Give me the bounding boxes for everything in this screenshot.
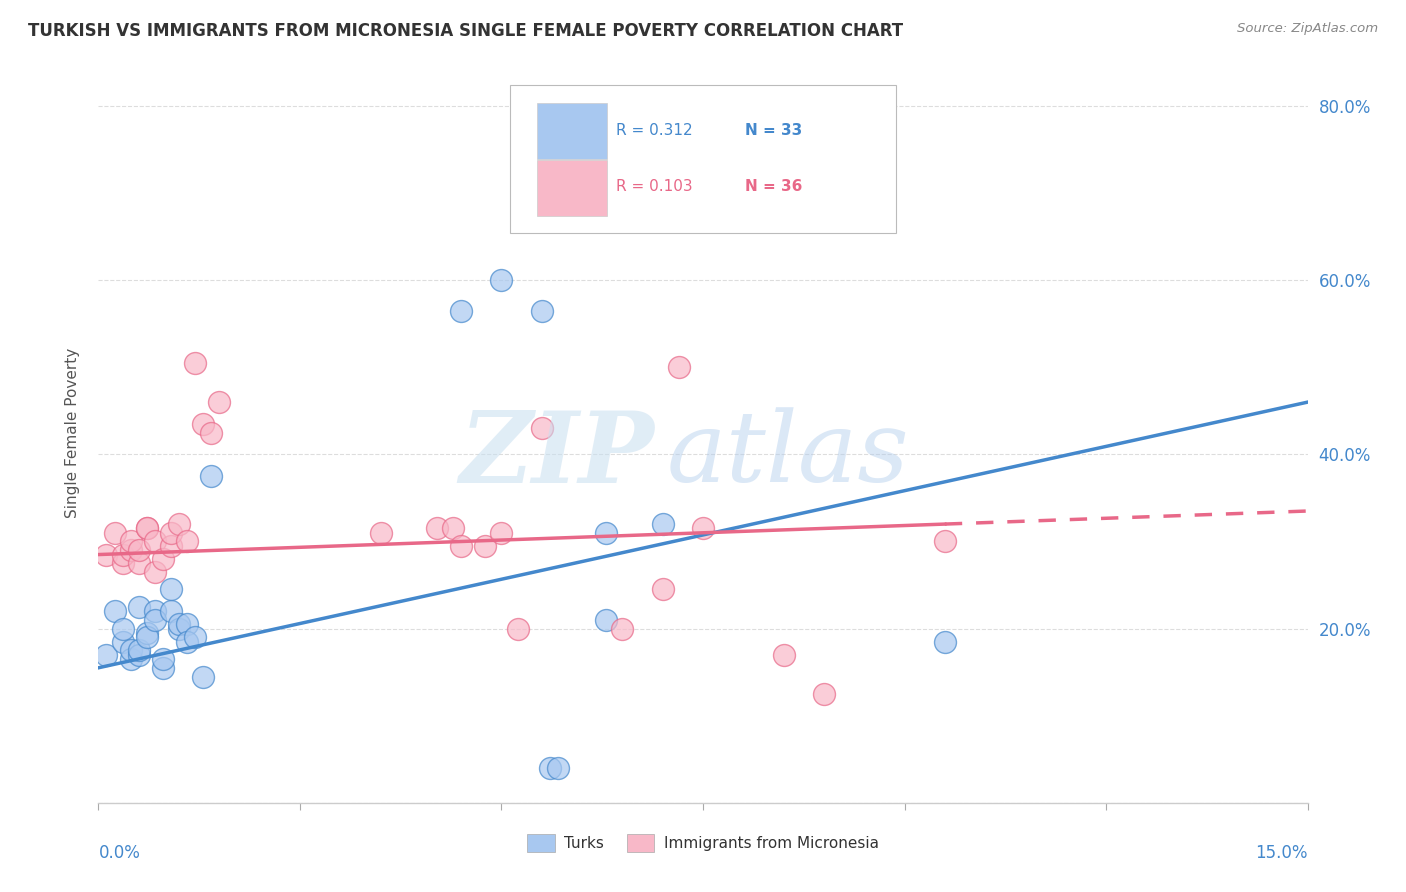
Point [651,517,673,532]
Point [128,556,150,570]
Point [120,543,142,558]
Point [547,761,569,775]
Point [530,421,553,435]
Point [120,652,142,666]
Text: atlas: atlas [666,407,910,502]
Text: TURKISH VS IMMIGRANTS FROM MICRONESIA SINGLE FEMALE POVERTY CORRELATION CHART: TURKISH VS IMMIGRANTS FROM MICRONESIA SI… [28,22,903,40]
Point [167,622,190,636]
Point [200,469,222,483]
Point [370,525,392,540]
Point [692,521,714,535]
Point [160,525,183,540]
Point [595,525,617,540]
Text: 15.0%: 15.0% [1256,844,1308,862]
Point [135,521,157,535]
Point [193,417,215,431]
Point [176,617,198,632]
Point [934,534,956,549]
Y-axis label: Single Female Poverty: Single Female Poverty [65,348,80,517]
Point [167,517,190,532]
Text: ZIP: ZIP [460,407,655,503]
Point [111,548,134,562]
Point [167,617,190,632]
Point [595,613,617,627]
Point [143,565,166,579]
Point [111,622,134,636]
Point [934,634,956,648]
Point [143,534,166,549]
Point [491,273,513,287]
FancyBboxPatch shape [537,103,607,159]
Point [128,648,150,662]
Point [772,648,794,662]
Point [530,303,553,318]
Text: R = 0.103: R = 0.103 [616,179,693,194]
Point [111,634,134,648]
Legend: Turks, Immigrants from Micronesia: Turks, Immigrants from Micronesia [522,829,884,858]
Point [103,604,125,618]
Point [135,626,157,640]
Point [120,643,142,657]
Point [160,604,183,618]
Point [143,613,166,627]
Point [96,648,118,662]
Point [152,661,174,675]
Point [184,356,207,370]
Point [426,521,449,535]
Point [128,599,150,614]
Point [208,395,231,409]
Point [668,360,690,375]
Point [152,552,174,566]
Text: N = 33: N = 33 [745,123,803,138]
Point [538,761,561,775]
Point [193,669,215,683]
FancyBboxPatch shape [509,85,897,233]
Point [491,525,513,540]
Point [135,630,157,644]
Text: R = 0.312: R = 0.312 [616,123,693,138]
Point [184,630,207,644]
Point [200,425,222,440]
Point [474,539,496,553]
Point [143,604,166,618]
Point [128,643,150,657]
Point [176,534,198,549]
Point [103,525,125,540]
Point [612,622,634,636]
Point [160,539,183,553]
FancyBboxPatch shape [537,161,607,216]
Text: Source: ZipAtlas.com: Source: ZipAtlas.com [1237,22,1378,36]
Point [152,652,174,666]
Point [96,548,118,562]
Point [813,687,835,701]
Point [128,543,150,558]
Point [450,539,472,553]
Text: 0.0%: 0.0% [98,844,141,862]
Point [120,534,142,549]
Point [450,303,472,318]
Point [441,521,464,535]
Point [651,582,673,597]
Point [135,521,157,535]
Point [176,634,198,648]
Point [160,582,183,597]
Point [111,556,134,570]
Text: N = 36: N = 36 [745,179,803,194]
Point [506,622,529,636]
